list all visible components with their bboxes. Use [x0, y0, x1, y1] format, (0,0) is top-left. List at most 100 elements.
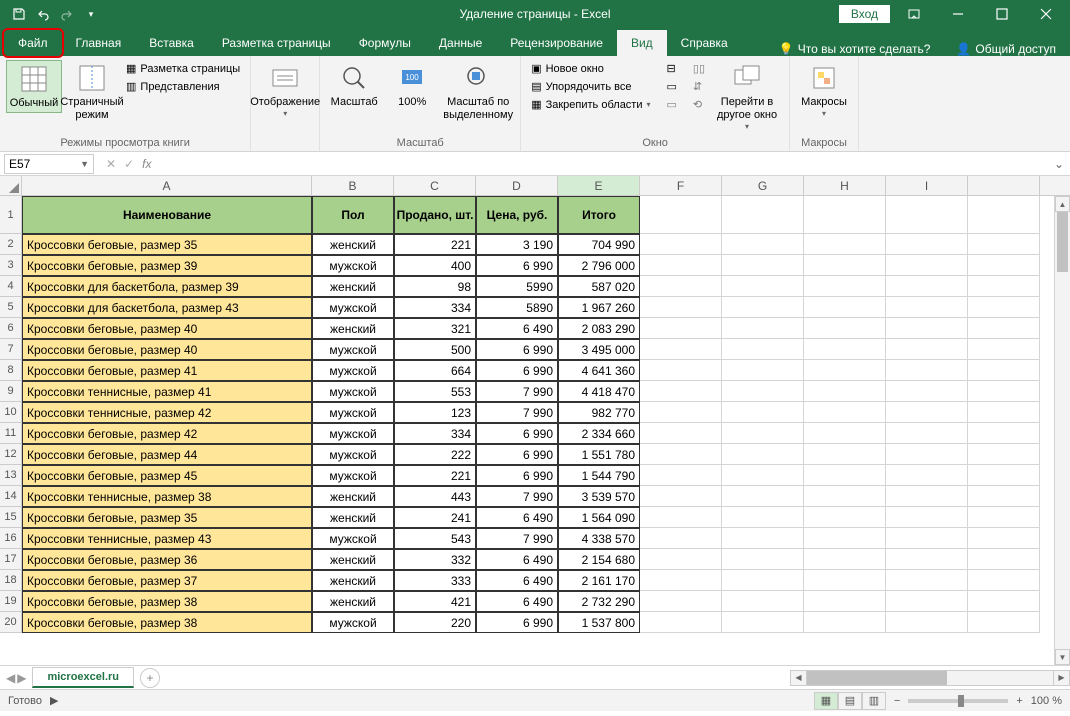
cell[interactable]: 543 [394, 528, 476, 549]
cell[interactable]: 443 [394, 486, 476, 507]
cell[interactable] [804, 318, 886, 339]
view-pagelayout-sb-button[interactable]: ▤ [838, 692, 862, 710]
cell[interactable] [968, 402, 1040, 423]
cell[interactable] [968, 339, 1040, 360]
cell[interactable] [722, 444, 804, 465]
cell[interactable] [968, 444, 1040, 465]
cell[interactable]: Итого [558, 196, 640, 234]
column-header-G[interactable]: G [722, 176, 804, 195]
cell[interactable] [640, 591, 722, 612]
zoom-level[interactable]: 100 % [1031, 695, 1062, 707]
cell[interactable]: 333 [394, 570, 476, 591]
cell[interactable] [640, 360, 722, 381]
cell[interactable] [886, 255, 968, 276]
cell[interactable] [886, 486, 968, 507]
formula-bar-expand-icon[interactable]: ⌄ [1048, 157, 1070, 171]
view-pagebreak-sb-button[interactable]: ▥ [862, 692, 886, 710]
switch-window-button[interactable]: Перейти в другое окно ▾ [711, 60, 783, 134]
cell[interactable] [804, 276, 886, 297]
scroll-left-icon[interactable]: ◀ [791, 671, 807, 685]
cell[interactable] [640, 549, 722, 570]
row-header[interactable]: 18 [0, 570, 22, 591]
cell[interactable] [722, 402, 804, 423]
column-header-E[interactable]: E [558, 176, 640, 195]
cell[interactable] [804, 591, 886, 612]
cell[interactable]: Кроссовки беговые, размер 40 [22, 318, 312, 339]
cell[interactable] [722, 507, 804, 528]
macros-button[interactable]: Макросы ▾ [796, 60, 852, 121]
cell[interactable] [886, 528, 968, 549]
cell[interactable]: Кроссовки беговые, размер 41 [22, 360, 312, 381]
zoom-100-button[interactable]: 100 100% [384, 60, 440, 111]
cell[interactable] [968, 423, 1040, 444]
view-pagebreak-button[interactable]: Страничный режим [64, 60, 120, 124]
tab-файл[interactable]: Файл [4, 30, 62, 56]
cell[interactable]: 6 990 [476, 444, 558, 465]
minimize-icon[interactable] [938, 0, 978, 28]
zoom-button[interactable]: Масштаб [326, 60, 382, 111]
cell[interactable]: Кроссовки для баскетбола, размер 39 [22, 276, 312, 297]
cell[interactable] [640, 402, 722, 423]
ribbon-options-icon[interactable] [894, 0, 934, 28]
cell[interactable] [722, 423, 804, 444]
cell[interactable]: женский [312, 591, 394, 612]
cell[interactable]: женский [312, 570, 394, 591]
cell[interactable]: женский [312, 234, 394, 255]
cell[interactable] [722, 381, 804, 402]
column-header-[interactable] [968, 176, 1040, 195]
cell[interactable] [804, 465, 886, 486]
cell[interactable] [968, 196, 1040, 234]
cell[interactable]: 6 990 [476, 612, 558, 633]
cell[interactable] [886, 381, 968, 402]
close-icon[interactable] [1026, 0, 1066, 28]
cell[interactable] [640, 612, 722, 633]
zoom-in-button[interactable]: + [1016, 695, 1022, 707]
column-header-I[interactable]: I [886, 176, 968, 195]
scroll-down-icon[interactable]: ▼ [1055, 649, 1070, 665]
cell[interactable] [722, 486, 804, 507]
row-header[interactable]: 5 [0, 297, 22, 318]
cell[interactable] [722, 234, 804, 255]
cell[interactable] [968, 360, 1040, 381]
cell[interactable]: мужской [312, 255, 394, 276]
cell[interactable] [804, 339, 886, 360]
cell[interactable] [804, 360, 886, 381]
tell-me-search[interactable]: 💡 Что вы хотите сделать? [767, 42, 943, 56]
cell[interactable] [722, 360, 804, 381]
cell[interactable]: Кроссовки теннисные, размер 38 [22, 486, 312, 507]
cell[interactable]: мужской [312, 423, 394, 444]
cell[interactable]: 6 990 [476, 423, 558, 444]
reset-pos-button[interactable]: ⟲ [689, 96, 709, 113]
cell[interactable]: 6 490 [476, 591, 558, 612]
view-normal-sb-button[interactable]: ▦ [814, 692, 838, 710]
cell[interactable]: женский [312, 507, 394, 528]
cell[interactable]: 2 161 170 [558, 570, 640, 591]
sheet-nav-next-icon[interactable]: ▶ [17, 671, 26, 685]
tab-главная[interactable]: Главная [62, 30, 136, 56]
column-header-H[interactable]: H [804, 176, 886, 195]
cell[interactable]: 3 539 570 [558, 486, 640, 507]
cell[interactable]: 6 490 [476, 507, 558, 528]
cell[interactable]: Кроссовки беговые, размер 35 [22, 507, 312, 528]
cell[interactable]: 2 154 680 [558, 549, 640, 570]
cell[interactable] [886, 234, 968, 255]
cell[interactable]: мужской [312, 528, 394, 549]
cell[interactable] [804, 528, 886, 549]
cell[interactable] [722, 465, 804, 486]
zoom-slider[interactable] [908, 699, 1008, 703]
cell[interactable]: 98 [394, 276, 476, 297]
cell[interactable] [640, 196, 722, 234]
cell[interactable] [640, 381, 722, 402]
vertical-scrollbar[interactable]: ▲ ▼ [1054, 196, 1070, 665]
cell[interactable] [804, 196, 886, 234]
cell[interactable]: женский [312, 549, 394, 570]
cell[interactable] [886, 196, 968, 234]
cell[interactable] [640, 234, 722, 255]
cell[interactable] [804, 255, 886, 276]
cell[interactable]: 421 [394, 591, 476, 612]
side-by-side-button[interactable]: ▯▯ [689, 60, 709, 77]
cell[interactable] [804, 612, 886, 633]
cell[interactable] [886, 570, 968, 591]
cell[interactable] [804, 486, 886, 507]
cell[interactable]: 4 641 360 [558, 360, 640, 381]
